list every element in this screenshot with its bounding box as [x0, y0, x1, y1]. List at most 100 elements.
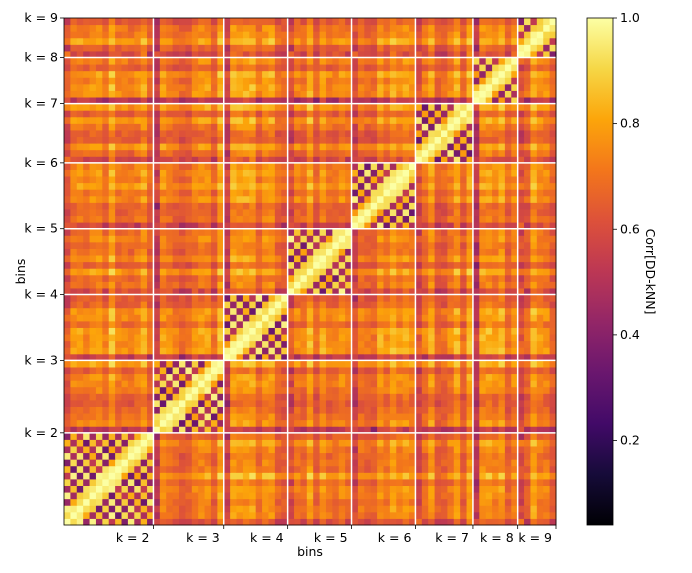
heatmap-cell [498, 281, 506, 289]
heatmap-cell [472, 498, 480, 506]
heatmap-cell [440, 465, 448, 473]
heatmap-cell [210, 143, 218, 151]
heatmap-cell [440, 307, 448, 315]
heatmap-cell [64, 208, 71, 217]
heatmap-cell [389, 518, 397, 526]
heatmap-cell [179, 235, 186, 243]
heatmap-cell [287, 492, 295, 500]
heatmap-cell [204, 169, 212, 177]
heatmap-cell [325, 274, 333, 282]
heatmap-cell [402, 465, 410, 473]
heatmap-cell [396, 518, 404, 526]
heatmap-cell [447, 294, 455, 302]
heatmap-cell [127, 301, 135, 309]
heatmap-cell [127, 432, 135, 440]
heatmap-cell [434, 202, 442, 210]
heatmap-cell [440, 505, 448, 513]
heatmap-cell [357, 413, 365, 421]
heatmap-cell [428, 248, 436, 256]
heatmap-cell [121, 511, 129, 519]
heatmap-cell [140, 235, 148, 243]
heatmap-cell [230, 353, 238, 361]
heatmap-cell [485, 472, 493, 480]
heatmap-cell [134, 208, 142, 217]
heatmap-cell [262, 426, 269, 434]
heatmap-cell [108, 143, 116, 151]
heatmap-cell [511, 103, 519, 111]
heatmap-cell [504, 314, 512, 322]
heatmap-cell [511, 445, 519, 454]
heatmap-cell [83, 182, 91, 190]
heatmap-cell [543, 426, 551, 434]
heatmap-cell [76, 498, 84, 506]
heatmap-cell [440, 320, 448, 328]
heatmap-cell [121, 334, 129, 342]
heatmap-cell [530, 320, 538, 328]
heatmap-cell [262, 162, 269, 170]
heatmap-cell [492, 169, 499, 177]
heatmap-cell [306, 287, 314, 296]
heatmap-cell [95, 307, 103, 315]
heatmap-cell [472, 182, 480, 190]
heatmap-cell [364, 123, 372, 131]
heatmap-cell [351, 465, 359, 473]
heatmap-cell [536, 419, 544, 427]
heatmap-cell [172, 327, 180, 335]
heatmap-cell [274, 307, 282, 315]
heatmap-cell [198, 235, 206, 243]
heatmap-cell [64, 320, 71, 328]
heatmap-cell [383, 235, 391, 243]
heatmap-cell [460, 472, 468, 480]
heatmap-cell [121, 301, 129, 309]
heatmap-cell [172, 103, 180, 111]
heatmap-cell [524, 327, 531, 335]
heatmap-cell [287, 215, 295, 223]
heatmap-cell [191, 492, 199, 500]
heatmap-cell [223, 386, 231, 394]
heatmap-cell [153, 241, 161, 249]
heatmap-cell [70, 452, 78, 460]
heatmap-cell [281, 103, 289, 111]
heatmap-cell [357, 189, 365, 197]
heatmap-cell [236, 241, 244, 249]
heatmap-cell [95, 202, 103, 210]
heatmap-cell [95, 360, 103, 368]
heatmap-cell [460, 459, 468, 467]
heatmap-cell [421, 162, 429, 170]
heatmap-cell [428, 426, 436, 434]
heatmap-cell [262, 235, 269, 243]
heatmap-cell [287, 353, 295, 361]
heatmap-cell [95, 129, 103, 138]
heatmap-cell [345, 314, 353, 322]
heatmap-cell [332, 182, 340, 190]
heatmap-cell [364, 334, 372, 342]
heatmap-cell [294, 452, 301, 460]
heatmap-cell [108, 228, 116, 236]
heatmap-cell [383, 511, 391, 519]
heatmap-cell [389, 136, 397, 144]
heatmap-cell [332, 301, 340, 309]
heatmap-cell [434, 222, 442, 230]
heatmap-cell [230, 439, 238, 447]
heatmap-cell [421, 419, 429, 427]
heatmap-cell [511, 393, 519, 401]
heatmap-cell [262, 268, 269, 276]
heatmap-cell [281, 320, 289, 328]
heatmap-cell [498, 195, 506, 203]
heatmap-cell [338, 162, 346, 170]
heatmap-cell [511, 116, 519, 124]
heatmap-cell [319, 426, 327, 434]
heatmap-cell [242, 274, 250, 282]
heatmap-cell [204, 472, 212, 480]
heatmap-cell [370, 222, 378, 230]
heatmap-cell [434, 281, 442, 289]
heatmap-cell [140, 340, 148, 348]
heatmap-cell [434, 432, 442, 440]
heatmap-cell [287, 340, 295, 348]
heatmap-cell [517, 353, 525, 361]
heatmap-cell [530, 149, 538, 157]
heatmap-cell [249, 314, 257, 322]
heatmap-cell [543, 281, 551, 289]
heatmap-cell [210, 248, 218, 256]
heatmap-cell [242, 261, 250, 269]
